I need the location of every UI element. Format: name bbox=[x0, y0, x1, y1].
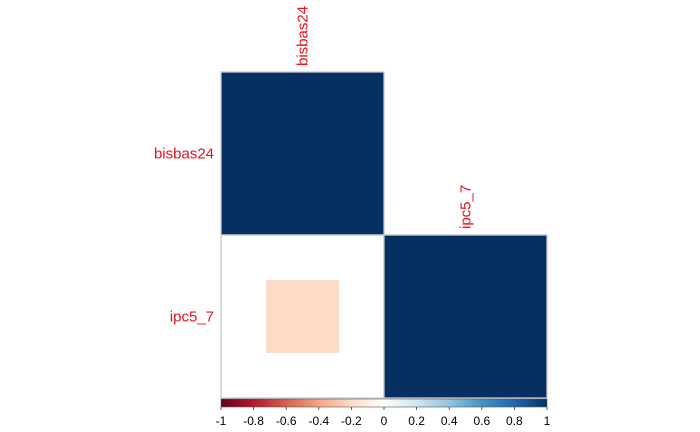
column-label-ipc5_7: ipc5_7 bbox=[458, 185, 475, 229]
row-label-bisbas24: bisbas24 bbox=[154, 146, 214, 163]
colorbar-tick-label-0.2: 0.2 bbox=[408, 414, 425, 428]
colorbar-tick-label--0.8: -0.8 bbox=[243, 414, 264, 428]
cell-bisbas24-bisbas24 bbox=[221, 72, 384, 235]
colorbar-tick-label-0.4: 0.4 bbox=[441, 414, 458, 428]
colorbar-tick-label-1: 1 bbox=[544, 414, 551, 428]
row-label-ipc5_7: ipc5_7 bbox=[170, 309, 214, 326]
colorbar-tick-label-0.6: 0.6 bbox=[473, 414, 490, 428]
column-labels: bisbas24 ipc5_7 bbox=[295, 6, 475, 229]
row-labels: bisbas24 ipc5_7 bbox=[154, 146, 214, 326]
colorbar-tick-label-0: 0 bbox=[381, 414, 388, 428]
cell-ipc5_7-bisbas24 bbox=[266, 280, 339, 353]
correlation-cells bbox=[220, 71, 548, 399]
colorbar-tick-label--0.2: -0.2 bbox=[341, 414, 362, 428]
column-label-bisbas24: bisbas24 bbox=[295, 6, 312, 66]
cell-ipc5_7-ipc5_7 bbox=[384, 235, 547, 398]
colorbar-tick-label--0.6: -0.6 bbox=[276, 414, 297, 428]
colorbar-tick-label--0.4: -0.4 bbox=[308, 414, 329, 428]
cell-border-ipc5_7-ipc5_7 bbox=[383, 234, 548, 399]
colorbar-tick-label--1: -1 bbox=[216, 414, 227, 428]
colorbar: -1 -0.8 -0.6 -0.4 -0.2 0 0.2 0.4 0.6 0.8 1 bbox=[216, 398, 551, 428]
colorbar-gradient bbox=[220, 398, 548, 408]
colorbar-tick-label-0.8: 0.8 bbox=[506, 414, 523, 428]
